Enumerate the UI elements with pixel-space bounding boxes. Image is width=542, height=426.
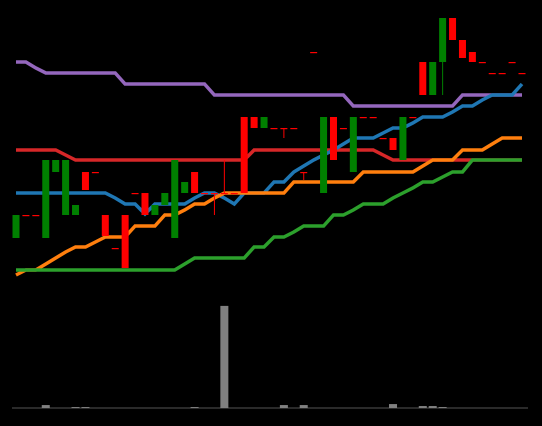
- overlay-line: [16, 82, 524, 217]
- volume-bar: [418, 406, 427, 408]
- candle-body: [419, 62, 427, 95]
- candle-body: [518, 73, 526, 75]
- candle-body: [329, 117, 337, 160]
- candle-body: [399, 117, 407, 160]
- candle-body: [359, 117, 367, 119]
- volume-bar: [220, 305, 229, 408]
- candle-body: [250, 117, 258, 128]
- candle-body: [280, 128, 288, 130]
- candle-body: [141, 193, 149, 215]
- candle-body: [429, 62, 437, 95]
- candle-body: [389, 138, 397, 150]
- candle-body: [320, 117, 328, 193]
- candle-body: [290, 128, 298, 130]
- candle-body: [151, 205, 159, 215]
- candle-body: [201, 193, 209, 195]
- candle-body: [111, 248, 119, 250]
- volume-bar: [428, 406, 437, 408]
- candle-body: [498, 73, 506, 75]
- overlay-line: [16, 158, 522, 272]
- candle-body: [171, 160, 179, 238]
- candle-body: [22, 215, 30, 217]
- volume-bar: [71, 407, 80, 408]
- candle-body: [210, 193, 218, 195]
- candle-body: [270, 128, 278, 130]
- candle-body: [468, 52, 476, 62]
- volume-bar: [279, 405, 288, 408]
- volume-bar: [389, 404, 398, 408]
- candle-body: [161, 193, 169, 205]
- candle-body: [240, 117, 248, 193]
- candle-body: [508, 62, 516, 64]
- volume-bar: [190, 407, 199, 408]
- candle-body: [369, 117, 377, 119]
- candle-body: [449, 18, 457, 40]
- candle-body: [91, 172, 99, 174]
- overlay-line: [15, 136, 522, 277]
- candle-body: [81, 172, 89, 190]
- volume-bar: [41, 405, 50, 408]
- candle-body: [220, 193, 228, 195]
- candle-body: [62, 160, 70, 215]
- volume-bar: [438, 407, 447, 408]
- candle-body: [131, 193, 139, 195]
- candle-body: [121, 215, 129, 268]
- candle-body: [439, 18, 447, 62]
- candle-body: [310, 52, 318, 54]
- volume-bar: [299, 405, 308, 408]
- candle-body: [101, 215, 109, 236]
- overlay-line: [16, 60, 522, 108]
- candle-body: [349, 117, 357, 172]
- candle-body: [260, 117, 268, 128]
- candle-body: [488, 73, 496, 75]
- candle-body: [52, 160, 60, 172]
- candle-body: [478, 62, 486, 64]
- candle-body: [379, 138, 387, 140]
- candle-body: [458, 40, 466, 58]
- candle-body: [42, 160, 50, 238]
- candle-body: [300, 172, 308, 174]
- candle-body: [181, 182, 189, 193]
- candle-body: [339, 128, 347, 130]
- volume-bar: [81, 407, 90, 408]
- candle-body: [72, 205, 80, 215]
- candle-body: [32, 215, 40, 217]
- candle-body: [12, 215, 20, 238]
- candle-body: [191, 172, 199, 193]
- candle-body: [409, 117, 417, 119]
- candle-body: [230, 193, 238, 195]
